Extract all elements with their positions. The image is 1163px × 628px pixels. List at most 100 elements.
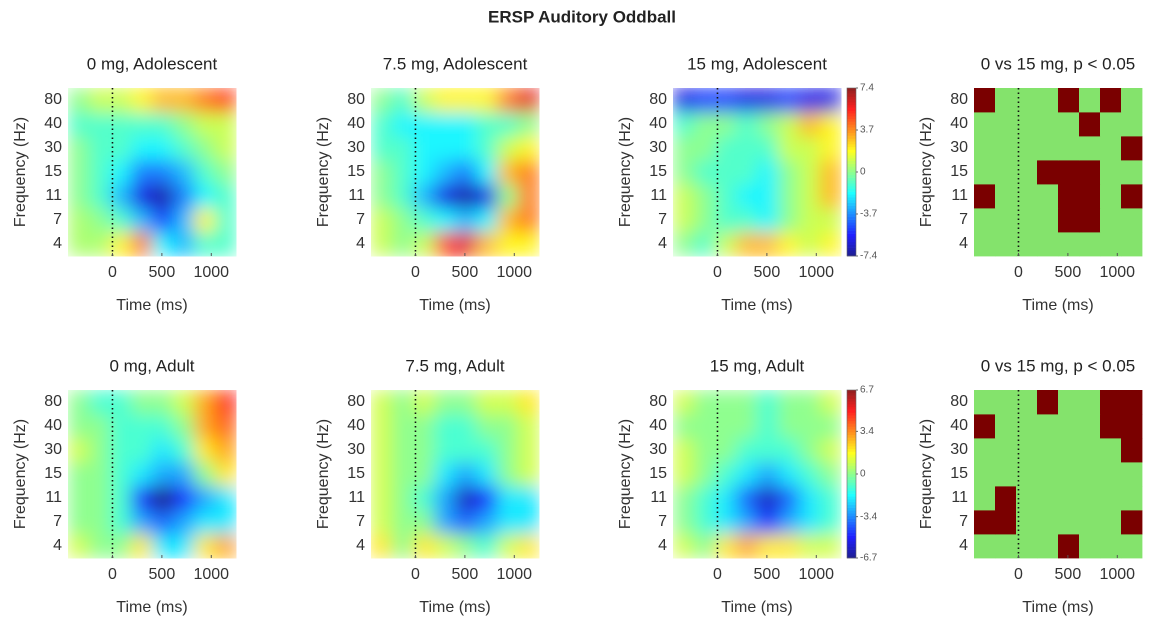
cell — [497, 438, 519, 463]
cell — [974, 232, 996, 257]
colorbar-segment — [847, 222, 856, 226]
x-tick-label: 1000 — [193, 566, 229, 583]
cell — [1100, 88, 1122, 113]
cell — [392, 462, 414, 487]
cell — [1121, 160, 1143, 185]
cell — [1121, 184, 1143, 209]
cell — [89, 486, 111, 511]
cell — [152, 390, 174, 415]
y-tick-label: 30 — [347, 441, 365, 458]
cell — [215, 160, 237, 185]
cell — [778, 88, 800, 113]
cell — [215, 414, 237, 439]
cell — [194, 390, 216, 415]
cell — [413, 390, 435, 415]
colorbar-segment — [847, 197, 856, 201]
x-tick-label: 1000 — [496, 566, 532, 583]
colorbar-segment — [847, 401, 856, 405]
cell — [673, 414, 695, 439]
cell — [1079, 208, 1101, 233]
y-tick-label: 30 — [44, 441, 62, 458]
colorbar-segment — [847, 426, 856, 430]
cell — [131, 208, 153, 233]
cell — [799, 390, 821, 415]
colorbar-segment — [847, 460, 856, 464]
cell — [1100, 486, 1122, 511]
cell — [974, 534, 996, 559]
x-tick-label: 500 — [754, 566, 781, 583]
y-tick-label: 30 — [950, 441, 968, 458]
y-tick-label: 15 — [347, 465, 365, 482]
cell — [974, 486, 996, 511]
cell — [476, 534, 498, 559]
cell — [152, 88, 174, 113]
cell — [736, 486, 758, 511]
cell — [413, 136, 435, 161]
cell — [1037, 136, 1059, 161]
cell — [778, 390, 800, 415]
y-tick-label: 40 — [44, 417, 62, 434]
x-tick-label: 0 — [1014, 264, 1023, 281]
cell — [820, 208, 842, 233]
cell — [173, 232, 195, 257]
cell — [152, 184, 174, 209]
cell — [173, 486, 195, 511]
cell — [1121, 414, 1143, 439]
cell — [89, 414, 111, 439]
cell — [518, 438, 540, 463]
y-tick-label: 40 — [44, 115, 62, 132]
cell — [1121, 136, 1143, 161]
cell — [1058, 136, 1080, 161]
y-tick-label: 4 — [53, 235, 62, 252]
cell — [1079, 112, 1101, 137]
colorbar-segment — [847, 392, 856, 396]
cell — [673, 390, 695, 415]
cell — [757, 184, 779, 209]
cell — [413, 438, 435, 463]
colorbar-segment — [847, 443, 856, 447]
y-tick-label: 11 — [45, 489, 62, 506]
cell — [1079, 534, 1101, 559]
colorbar-segment — [847, 183, 856, 187]
cell — [694, 534, 716, 559]
cell — [1100, 390, 1122, 415]
cell — [694, 414, 716, 439]
cell — [1100, 510, 1122, 535]
cell — [152, 438, 174, 463]
cell — [799, 486, 821, 511]
cell — [68, 184, 90, 209]
x-tick-label: 500 — [149, 566, 176, 583]
cell — [974, 160, 996, 185]
cell — [455, 438, 477, 463]
cell — [476, 462, 498, 487]
colorbar-segment — [847, 496, 856, 500]
cell — [173, 88, 195, 113]
cell — [1100, 462, 1122, 487]
cell — [68, 208, 90, 233]
cell — [371, 208, 393, 233]
cell — [1121, 438, 1143, 463]
colorbar-segment — [847, 141, 856, 145]
cell — [1058, 232, 1080, 257]
x-tick-label: 500 — [754, 264, 781, 281]
cell — [673, 88, 695, 113]
cell — [715, 88, 737, 113]
colorbar-segment — [847, 116, 856, 120]
colorbar-segment — [847, 127, 856, 131]
cell — [476, 232, 498, 257]
cell — [778, 136, 800, 161]
cell — [1037, 88, 1059, 113]
cell — [194, 232, 216, 257]
cell — [215, 486, 237, 511]
colorbar-segment — [847, 239, 856, 243]
cell — [476, 414, 498, 439]
colorbar-segment — [847, 163, 856, 167]
cell — [497, 462, 519, 487]
panel-title: 15 mg, Adult — [710, 356, 805, 375]
cell — [995, 184, 1017, 209]
cell — [715, 184, 737, 209]
cell — [152, 208, 174, 233]
cell — [413, 414, 435, 439]
cell — [995, 208, 1017, 233]
colorbar-segment — [847, 236, 856, 240]
